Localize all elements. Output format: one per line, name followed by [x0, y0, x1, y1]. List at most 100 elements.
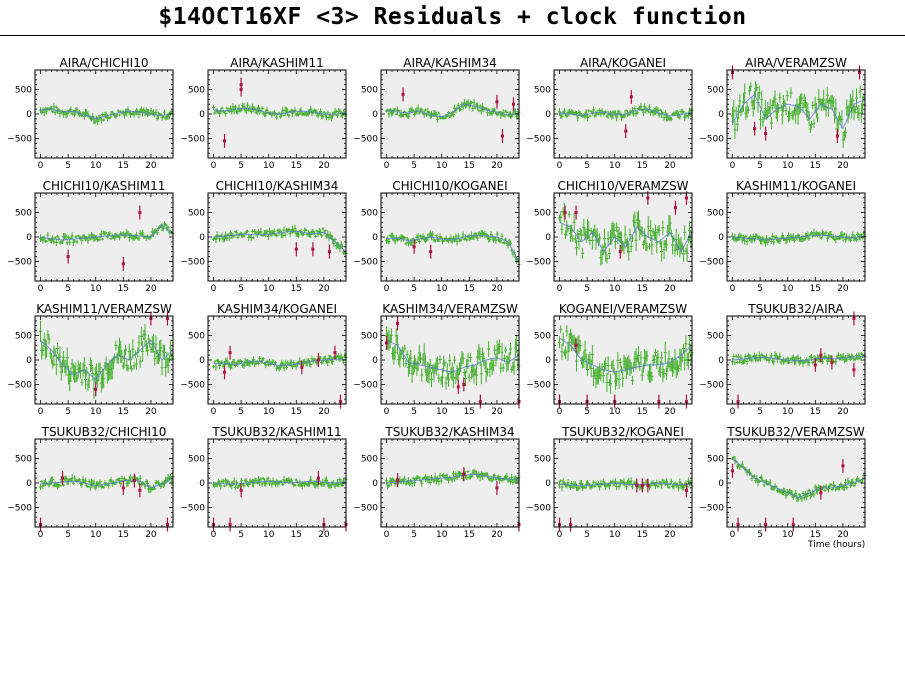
- y-tick-label: 500: [534, 86, 551, 96]
- x-tick-label: 15: [464, 161, 475, 171]
- x-tick-label: 0: [384, 407, 390, 417]
- flagged-point: [646, 196, 650, 200]
- y-tick-label: 0: [199, 233, 205, 243]
- y-tick-label: −500: [353, 257, 378, 267]
- x-tick-label: 15: [810, 161, 821, 171]
- x-tick-label: 5: [238, 161, 244, 171]
- x-tick-label: 20: [664, 161, 676, 171]
- panel-title: KASHIM34/VERAMZSW: [382, 302, 518, 316]
- x-tick-label: 10: [263, 161, 275, 171]
- x-tick-label: 15: [637, 284, 648, 294]
- flagged-point: [673, 206, 677, 210]
- flagged-point: [574, 211, 578, 215]
- y-tick-label: −500: [180, 380, 205, 390]
- flagged-point: [684, 196, 688, 200]
- good-points: [731, 81, 867, 149]
- x-tick-label: 20: [145, 407, 157, 417]
- y-tick-label: 0: [545, 233, 551, 243]
- good-points: [731, 351, 867, 367]
- x-tick-label: 5: [238, 407, 244, 417]
- flagged-point: [429, 250, 433, 254]
- y-tick-label: 0: [26, 233, 32, 243]
- panel: AIRA/KASHIM34 0 5 10 15 20 −500 0 500: [353, 56, 521, 171]
- x-tick-label: 10: [609, 284, 621, 294]
- clock-function-line: [732, 93, 866, 130]
- x-tick-label: 20: [491, 407, 503, 417]
- y-tick-label: −500: [526, 380, 551, 390]
- y-tick-label: 500: [15, 86, 32, 96]
- y-tick-label: −500: [699, 380, 724, 390]
- panel: AIRA/KOGANEI 0 5 10 15 20 −500 0 500: [526, 56, 694, 171]
- x-tick-label: 20: [145, 284, 157, 294]
- flagged-point: [396, 321, 400, 325]
- y-tick-label: 0: [718, 356, 724, 366]
- panel-title: KASHIM34/KOGANEI: [217, 302, 337, 316]
- panel: KOGANEI/VERAMZSW 0 5 10 15 20 −500 0 500: [526, 302, 694, 417]
- x-tick-label: 15: [810, 284, 821, 294]
- y-tick-label: 500: [361, 86, 378, 96]
- x-tick-label: 5: [411, 407, 417, 417]
- y-tick-label: −500: [180, 257, 205, 267]
- clock-function-line: [559, 221, 693, 253]
- clock-function-line: [732, 355, 866, 362]
- panel-title: TSUKUB32/AIRA: [747, 302, 844, 316]
- panel: AIRA/KASHIM11 0 5 10 15 20 −500 0 500: [180, 56, 348, 171]
- flagged-point: [753, 127, 757, 131]
- flagged-point: [223, 370, 227, 374]
- x-tick-label: 10: [90, 161, 102, 171]
- x-tick-label: 5: [757, 284, 763, 294]
- flagged-point: [830, 360, 834, 364]
- flagged-point: [574, 343, 578, 347]
- x-tick-label: 15: [118, 407, 129, 417]
- clock-function-line: [559, 337, 693, 373]
- panel-title: KASHIM11/KOGANEI: [736, 179, 856, 193]
- y-tick-label: −500: [699, 257, 724, 267]
- y-tick-label: 0: [199, 356, 205, 366]
- x-tick-label: 0: [384, 284, 390, 294]
- y-tick-label: 0: [545, 110, 551, 120]
- y-tick-label: 500: [361, 209, 378, 219]
- clock-function-line: [40, 339, 174, 381]
- flagged-point: [462, 382, 466, 386]
- x-tick-label: 15: [291, 284, 302, 294]
- x-tick-label: 10: [436, 161, 448, 171]
- panel-title: TSUKUB32/CHICHI10: [41, 425, 167, 439]
- y-tick-label: 0: [199, 110, 205, 120]
- x-tick-label: 0: [730, 284, 736, 294]
- x-tick-label: 10: [263, 407, 275, 417]
- x-tick-label: 15: [118, 161, 129, 171]
- x-tick-label: 0: [211, 407, 217, 417]
- good-points: [385, 326, 521, 390]
- x-tick-label: 20: [145, 161, 157, 171]
- flagged-point: [495, 100, 499, 104]
- y-tick-label: 500: [707, 86, 724, 96]
- x-tick-label: 20: [837, 407, 849, 417]
- x-tick-label: 5: [65, 407, 71, 417]
- y-tick-label: −500: [180, 134, 205, 144]
- flagged-point: [629, 95, 633, 99]
- panel-title: AIRA/CHICHI10: [59, 56, 148, 70]
- y-tick-label: −500: [7, 380, 32, 390]
- panel: AIRA/VERAMZSW 0 5 10 15 20 −500 0 500: [699, 56, 867, 171]
- panel-background: [35, 193, 173, 281]
- panel-title: AIRA/KOGANEI: [580, 56, 666, 70]
- flagged-point: [228, 351, 232, 355]
- clock-function-line: [213, 107, 347, 116]
- x-tick-label: 10: [609, 407, 621, 417]
- flagged-point: [316, 358, 320, 362]
- flagged-point: [657, 400, 661, 404]
- flagged-point: [478, 400, 482, 404]
- x-tick-label: 10: [609, 161, 621, 171]
- y-tick-label: 0: [372, 110, 378, 120]
- flagged-point: [857, 70, 861, 74]
- page-title: $14OCT16XF <3> Residuals + clock functio…: [158, 4, 747, 30]
- x-tick-label: 5: [411, 161, 417, 171]
- x-tick-label: 5: [238, 284, 244, 294]
- x-tick-label: 10: [90, 407, 102, 417]
- panel-title: CHICHI10/VERAMZSW: [557, 179, 688, 193]
- x-tick-label: 5: [584, 284, 590, 294]
- x-tick-label: 10: [436, 284, 448, 294]
- x-tick-label: 0: [38, 284, 44, 294]
- flagged-point: [311, 247, 315, 251]
- x-tick-label: 5: [757, 407, 763, 417]
